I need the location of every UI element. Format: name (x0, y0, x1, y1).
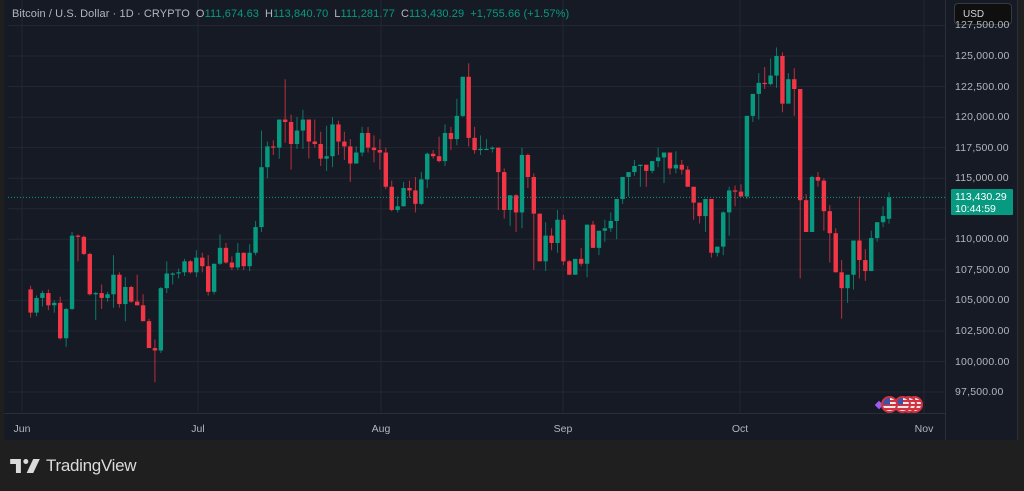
brand-name: TradingView (46, 456, 137, 475)
open-label: O (195, 8, 205, 20)
tradingview-logo-icon (10, 459, 40, 473)
price-axis-label: 107,500.00 (955, 263, 1010, 276)
price-axis-label: 127,500.00 (955, 19, 1010, 32)
price-axis-label: 97,500.00 (955, 386, 1004, 399)
price-axis-label: 102,500.00 (955, 324, 1010, 337)
high-label: H (265, 8, 274, 20)
chart-pane[interactable] (4, 0, 1018, 440)
time-axis-label: Nov (914, 423, 934, 435)
price-axis-label: 117,500.00 (955, 141, 1009, 154)
price-axis-label: 110,000.00 (955, 233, 1009, 246)
economic-events[interactable] (874, 396, 936, 414)
change-value: +1,755.66 (+1.57%) (470, 8, 570, 20)
us-flag-event-icon[interactable] (881, 396, 898, 413)
price-axis-label: 115,000.00 (955, 172, 1009, 185)
time-axis-label: Oct (731, 423, 749, 435)
time-axis-label: Jun (13, 423, 31, 435)
open-value: 111,674.63 (204, 8, 259, 20)
last-price-value: 113,430.29 (955, 191, 1007, 203)
time-axis-label: Jul (191, 423, 205, 435)
price-axis-label: 125,000.00 (955, 50, 1010, 62)
candle-series (28, 47, 892, 383)
candlestick-chart[interactable] (0, 0, 1024, 440)
price-axis-label: 105,000.00 (955, 294, 1010, 307)
time-scale-separator (4, 413, 945, 414)
bar-countdown: 10:44:59 (955, 203, 996, 215)
last-price-tag: 113,430.29 10:44:59 (951, 189, 1013, 215)
currency-button[interactable]: USD (954, 3, 1012, 25)
price-axis-label: 120,000.00 (955, 111, 1010, 124)
price-scale-separator (945, 0, 946, 440)
close-label: C (400, 8, 409, 20)
price-axis-label: 122,500.00 (955, 80, 1010, 93)
price-axis-label: 100,000.00 (955, 355, 1010, 368)
time-axis-label: Sep (553, 423, 573, 435)
grid-lines (8, 0, 945, 413)
tradingview-logo[interactable]: TradingView (10, 456, 137, 476)
time-axis-label: Aug (371, 423, 391, 435)
close-value: 113,430.29 (408, 8, 465, 20)
low-label: L (334, 8, 341, 20)
high-value: 113,840.70 (273, 8, 329, 20)
symbol-legend: Bitcoin / U.S. Dollar · 1D · CRYPTO O 111… (12, 6, 569, 22)
symbol-title[interactable]: Bitcoin / U.S. Dollar · 1D · CRYPTO (12, 8, 190, 20)
low-value: 111,281.77 (340, 8, 395, 20)
